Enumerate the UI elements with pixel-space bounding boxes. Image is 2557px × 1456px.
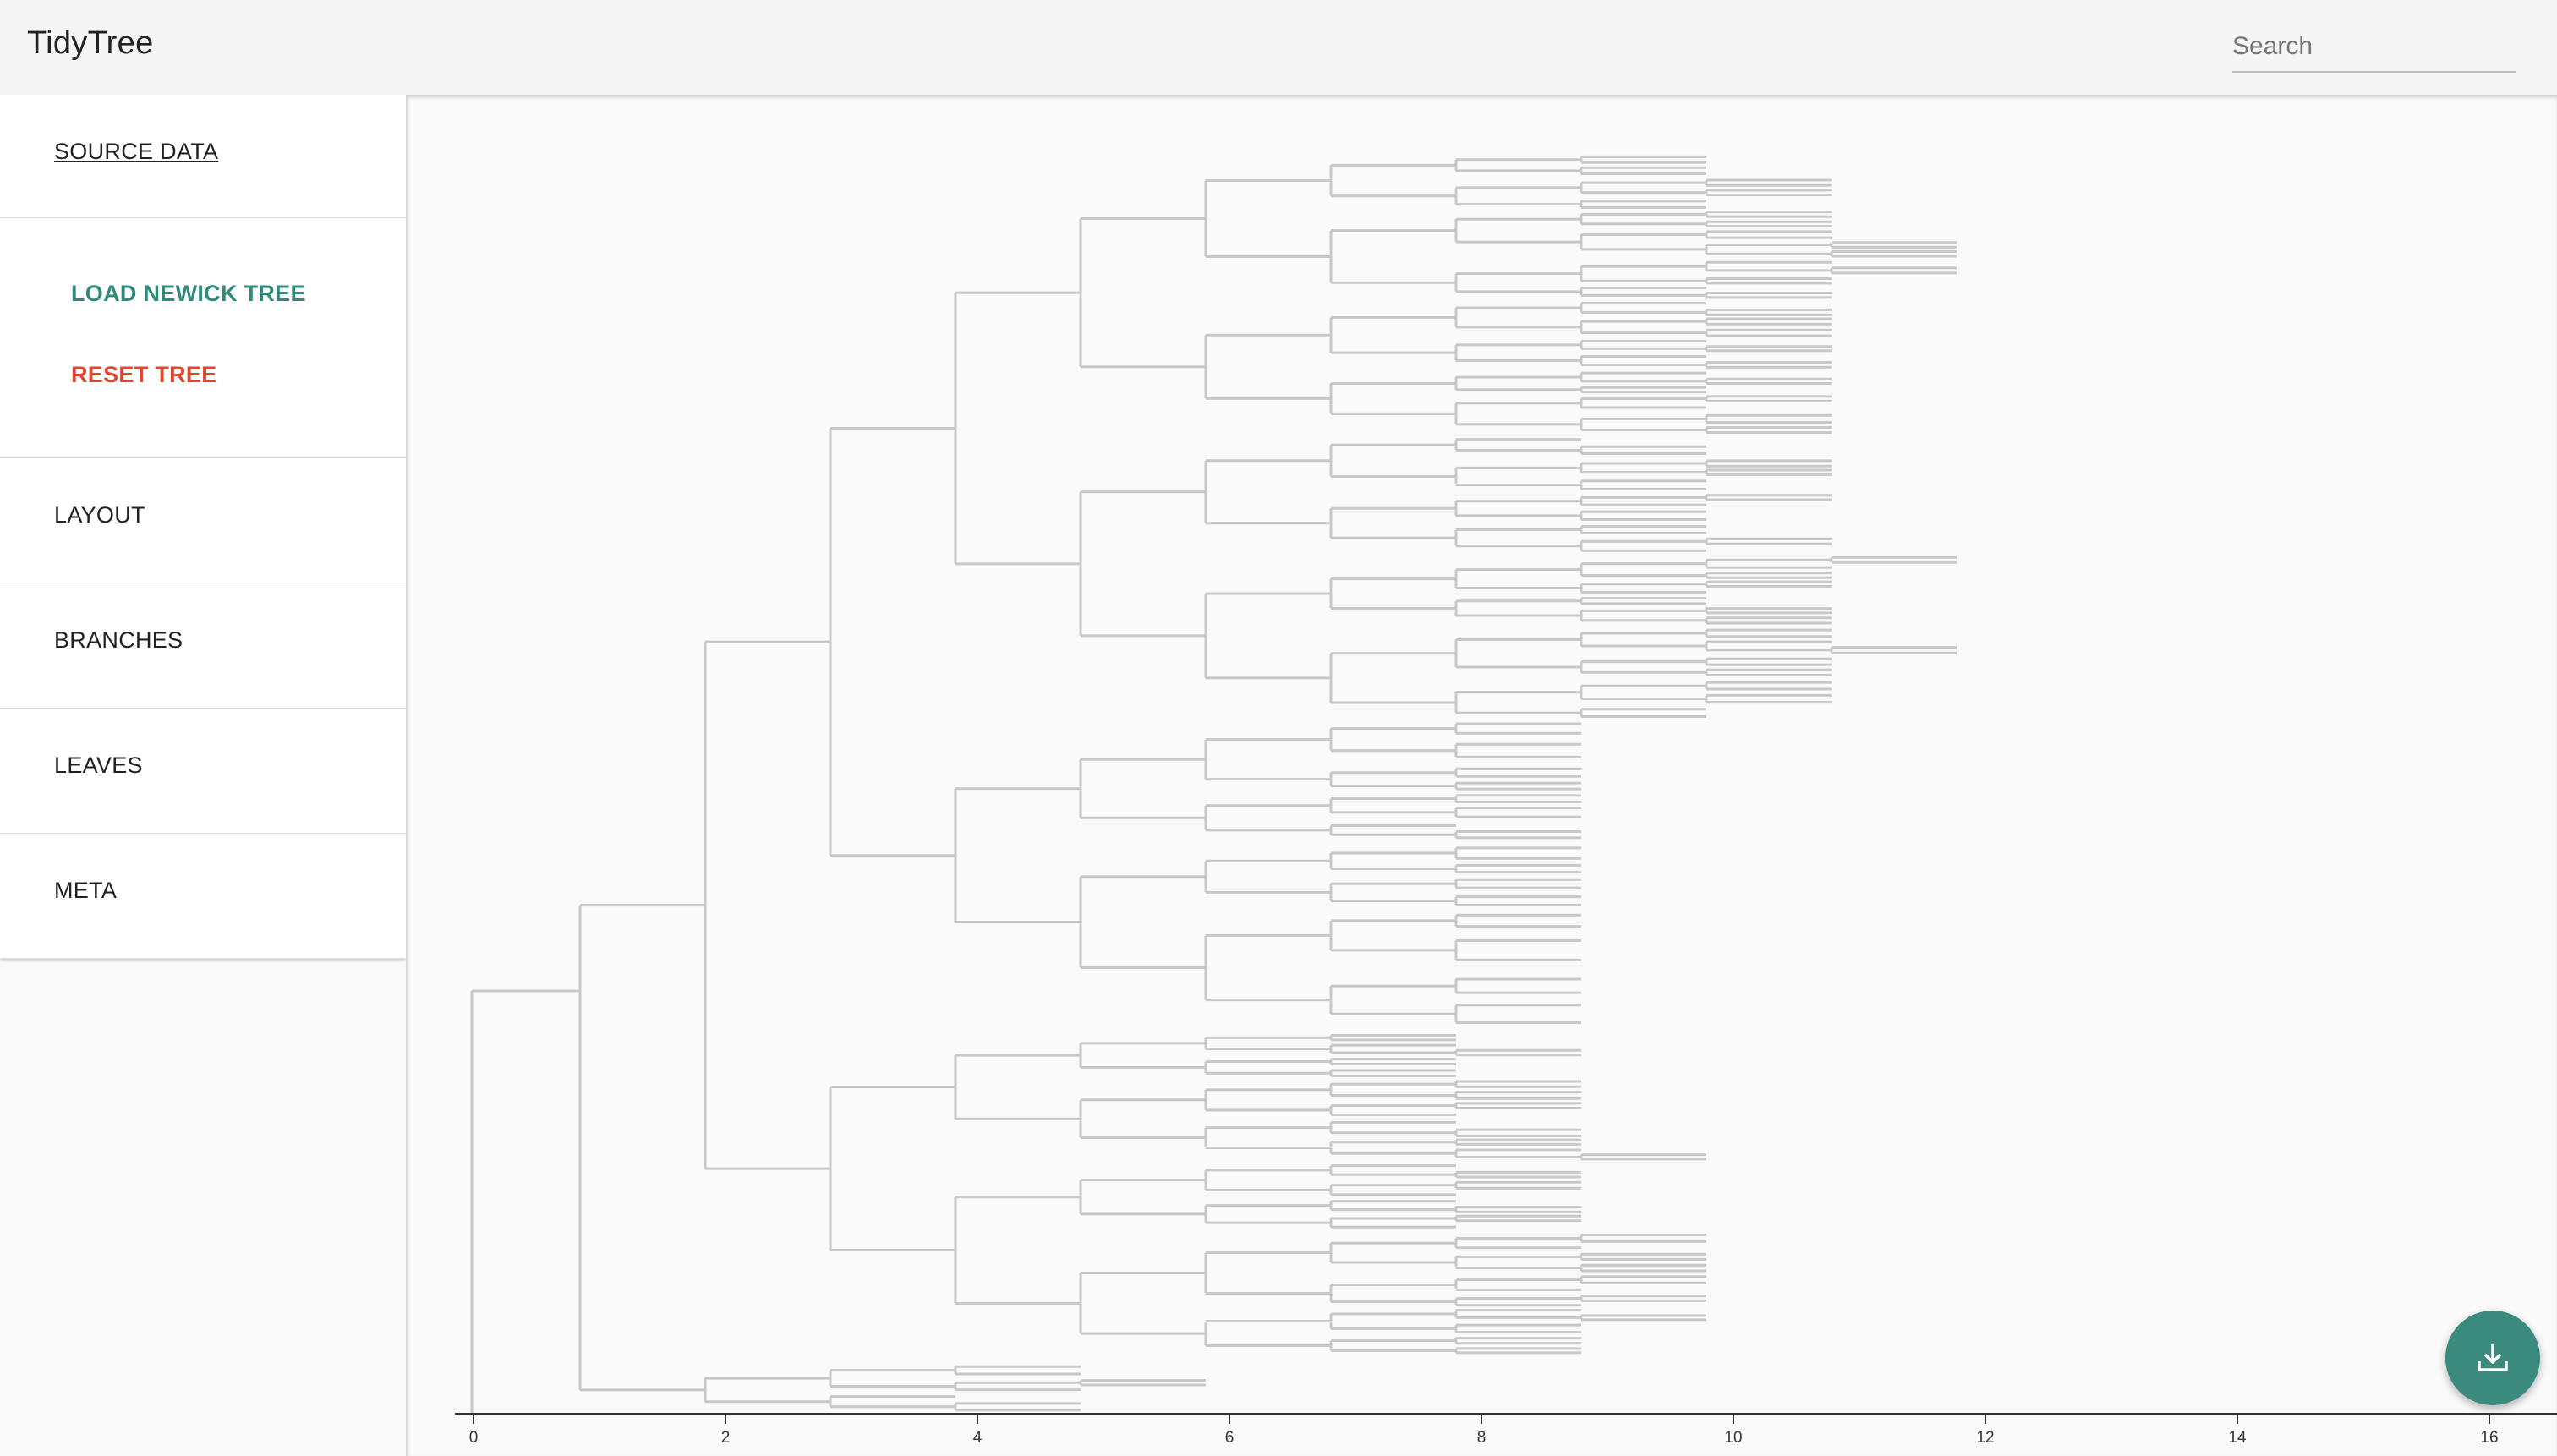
- phylogenetic-tree[interactable]: 0 2 4 6 8 10 12 14 16: [406, 95, 2557, 1456]
- load-newick-tree-button[interactable]: LOAD NEWICK TREE: [71, 281, 306, 306]
- search-input[interactable]: [2232, 25, 2516, 68]
- download-button[interactable]: [2445, 1311, 2540, 1405]
- axis-tick-label: 2: [721, 1429, 731, 1447]
- reset-tree-button[interactable]: RESET TREE: [71, 362, 217, 387]
- axis-tick-label: 12: [1976, 1429, 1994, 1447]
- top-app-bar: TidyTree: [0, 0, 2557, 95]
- branches-panel: BRANCHES: [0, 583, 406, 709]
- source-data-header[interactable]: SOURCE DATA: [54, 139, 219, 164]
- leaves-panel: LEAVES: [0, 709, 406, 834]
- axis-tick-label: 6: [1225, 1429, 1235, 1447]
- tree-branches: [470, 155, 1957, 1414]
- axis-tick-label: 16: [2480, 1429, 2498, 1447]
- axis-tick-label: 0: [469, 1429, 479, 1447]
- download-icon: [2478, 1344, 2508, 1371]
- axis-tick-label: 4: [973, 1429, 983, 1447]
- search-field[interactable]: [2232, 25, 2516, 73]
- branches-header[interactable]: BRANCHES: [54, 627, 183, 653]
- sidebar: SOURCE DATA LOAD NEWICK TREE RESET TREE …: [0, 95, 406, 959]
- axis-tick-label: 10: [1724, 1429, 1742, 1447]
- axis-tick-label: 14: [2228, 1429, 2247, 1447]
- meta-header[interactable]: META: [54, 878, 118, 903]
- meta-panel: META: [0, 834, 406, 959]
- axis-tick-label: 8: [1477, 1429, 1487, 1447]
- leaves-header[interactable]: LEAVES: [54, 753, 143, 778]
- source-data-actions: LOAD NEWICK TREE RESET TREE: [0, 218, 406, 458]
- layout-header[interactable]: LAYOUT: [54, 502, 145, 528]
- layout-panel: LAYOUT: [0, 458, 406, 583]
- app-title: TidyTree: [27, 25, 154, 61]
- x-axis: 0 2 4 6 8 10 12 14 16: [455, 1413, 2557, 1447]
- source-data-panel: SOURCE DATA: [0, 95, 406, 218]
- tree-canvas[interactable]: 0 2 4 6 8 10 12 14 16: [406, 95, 2557, 1456]
